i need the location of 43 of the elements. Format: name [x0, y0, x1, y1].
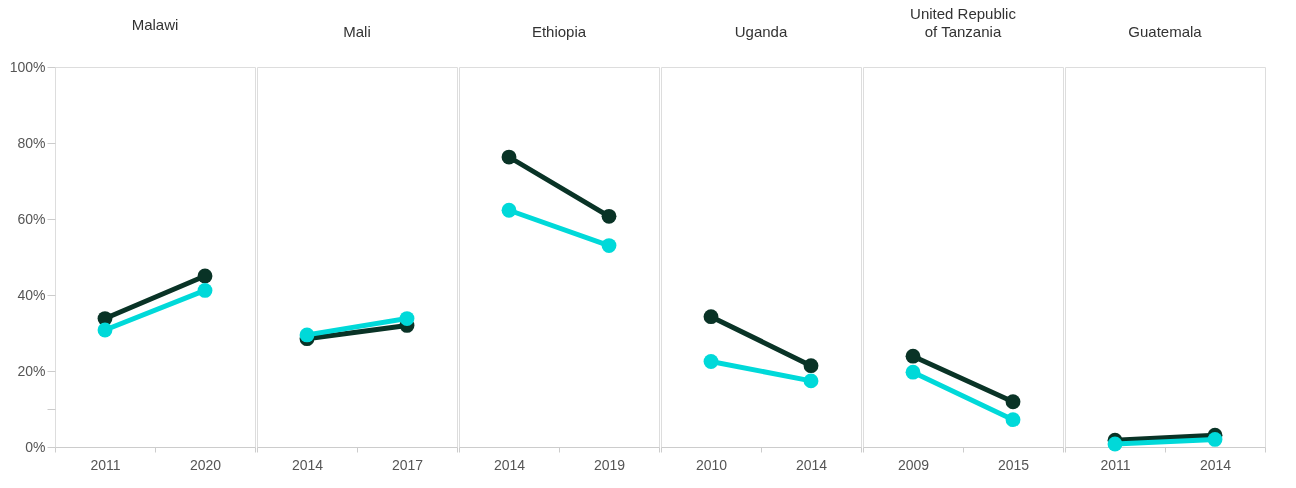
chart-title: Ethiopia — [531, 23, 587, 40]
chart-title: Uganda — [734, 23, 788, 40]
point — [1107, 436, 1123, 452]
point — [197, 283, 213, 298]
point — [299, 327, 315, 343]
point — [1005, 394, 1021, 410]
point — [905, 364, 921, 380]
y-tick-label: 60% — [17, 210, 46, 227]
point — [1005, 412, 1021, 428]
point — [97, 322, 113, 338]
x-tick-label: 2009 — [897, 456, 930, 473]
point — [601, 238, 617, 253]
x-tick-label: 2017 — [391, 456, 424, 473]
x-tick-label: 2010 — [695, 456, 728, 473]
chart-title: United Republic of Tanzania — [910, 5, 1017, 40]
point — [703, 354, 719, 369]
point — [399, 311, 415, 326]
point — [905, 348, 921, 364]
chart-title: Guatemala — [1128, 23, 1203, 40]
y-tick-label: 80% — [17, 134, 46, 151]
x-tick-label: 2019 — [593, 456, 626, 473]
chart-title: Mali — [343, 23, 371, 40]
point — [501, 149, 517, 165]
point — [803, 358, 819, 374]
y-tick-label: 100% — [9, 58, 46, 75]
point — [703, 309, 719, 325]
point — [1207, 432, 1223, 447]
x-tick-label: 2014 — [291, 456, 324, 473]
x-tick-label: 2011 — [90, 456, 121, 473]
point — [197, 268, 213, 284]
x-tick-label: 2014 — [493, 456, 526, 473]
x-tick-label: 2014 — [795, 456, 828, 473]
x-tick-label: 2020 — [189, 456, 222, 473]
x-tick-label: 2011 — [1100, 456, 1131, 473]
y-tick-label: 0% — [25, 438, 46, 455]
chart-title: Malawi — [131, 16, 179, 33]
point — [501, 202, 517, 218]
y-tick-label: 20% — [17, 362, 46, 379]
x-tick-label: 2015 — [997, 456, 1030, 473]
point — [601, 208, 617, 224]
point — [803, 373, 819, 389]
y-tick-label: 40% — [17, 286, 46, 303]
x-tick-label: 2014 — [1199, 456, 1232, 473]
